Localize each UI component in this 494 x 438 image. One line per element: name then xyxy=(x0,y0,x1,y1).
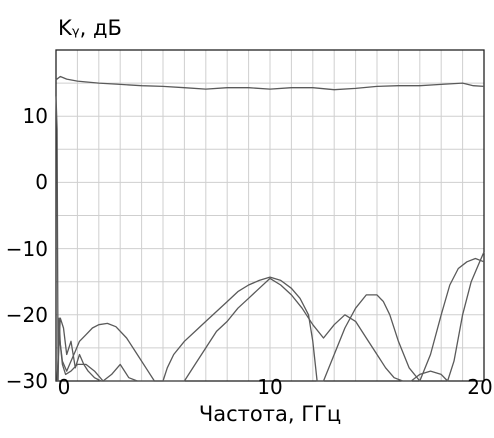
y-tick-label: 0 xyxy=(35,170,48,195)
plot-frame xyxy=(55,49,485,382)
x-tick-label: 10 xyxy=(257,375,283,399)
y-tick-label: −10 xyxy=(5,236,48,261)
y-tick-label: 10 xyxy=(22,104,48,129)
x-tick-label: 0 xyxy=(57,375,71,399)
x-tick-label: 20 xyxy=(467,375,493,399)
y-axis-label: Kᵧ, дБ xyxy=(58,16,122,40)
series-line-2 xyxy=(56,257,485,382)
x-axis-label: Частота, ГГц xyxy=(198,402,342,426)
series-line-1 xyxy=(55,75,485,91)
y-tick-label: −20 xyxy=(5,302,48,327)
series-line-3 xyxy=(56,251,485,382)
series-line-4 xyxy=(55,96,138,382)
y-tick-label: −30 xyxy=(5,369,48,393)
